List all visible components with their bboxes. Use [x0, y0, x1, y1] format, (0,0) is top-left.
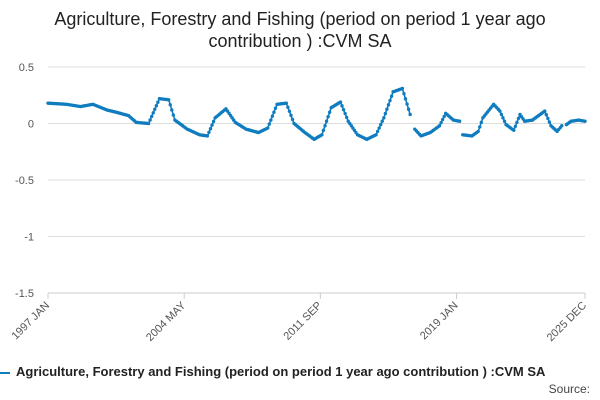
data-point	[149, 114, 154, 119]
data-point	[382, 116, 386, 120]
data-point	[499, 112, 504, 117]
data-point	[457, 119, 462, 123]
data-point	[386, 103, 391, 107]
data-point	[377, 126, 381, 130]
grid-layer	[48, 66, 585, 294]
data-point	[374, 133, 378, 137]
data-point	[146, 121, 151, 126]
x-tick-label: 2025 DEC	[545, 300, 589, 344]
data-point	[266, 126, 270, 130]
data-point	[439, 120, 443, 125]
data-point	[270, 114, 275, 118]
data-point	[210, 123, 214, 127]
data-point	[272, 110, 276, 114]
data-point	[502, 119, 507, 123]
data-point	[512, 128, 516, 132]
legend-swatch	[0, 371, 10, 374]
data-point	[289, 113, 293, 118]
data-point	[171, 113, 176, 117]
chart-title: Agriculture, Forestry and Fishing (perio…	[54, 9, 546, 51]
data-point	[344, 115, 349, 120]
data-point	[515, 120, 519, 125]
data-point	[408, 112, 412, 117]
data-point	[375, 129, 380, 134]
data-point	[383, 111, 388, 116]
source-label: Source:	[548, 382, 590, 396]
data-point	[400, 86, 405, 91]
data-point	[170, 108, 174, 112]
data-point	[320, 133, 324, 137]
y-axis: 0.5 0 -0.5 -1 -1.5	[15, 62, 34, 300]
data-point	[583, 119, 587, 123]
data-point	[321, 128, 326, 132]
data-point	[205, 134, 210, 138]
x-axis: 1997 JAN 2004 MAY 2011 SEP 2019 JAN 2025 DEC	[9, 292, 589, 344]
data-point	[513, 124, 518, 129]
x-tick-label: 2019 JAN	[418, 300, 461, 343]
data-point	[273, 106, 278, 110]
data-point	[501, 116, 505, 120]
data-point	[211, 119, 216, 124]
data-point	[440, 117, 445, 122]
data-point	[379, 122, 383, 127]
data-point	[340, 104, 344, 108]
legend: Agriculture, Forestry and Fishing (perio…	[0, 364, 600, 382]
data-point	[290, 117, 295, 122]
data-point	[267, 122, 271, 126]
data-point	[148, 118, 152, 122]
data-point	[341, 108, 346, 112]
data-point	[208, 127, 213, 131]
data-point	[154, 104, 159, 108]
data-point	[476, 129, 480, 134]
data-point	[327, 110, 332, 114]
data-point	[544, 113, 549, 117]
data-point	[168, 103, 172, 107]
y-tick-label: -0.5	[15, 175, 34, 187]
data-point	[402, 91, 406, 96]
data-point	[343, 111, 347, 116]
data-point	[269, 118, 273, 122]
series-layer	[46, 86, 587, 142]
data-point	[167, 98, 171, 102]
data-point	[479, 120, 484, 125]
data-point	[405, 102, 409, 106]
y-tick-label: -1.5	[15, 288, 34, 300]
data-point	[406, 107, 411, 111]
data-point	[516, 116, 521, 121]
y-tick-label: -1	[24, 232, 34, 244]
data-point	[380, 119, 384, 123]
data-point	[388, 98, 392, 103]
data-point	[286, 105, 290, 109]
data-point	[478, 125, 482, 129]
data-point	[403, 97, 408, 101]
data-point	[287, 109, 292, 114]
data-point	[338, 100, 343, 104]
data-point	[546, 116, 550, 121]
series-line	[414, 112, 460, 137]
x-tick-label: 1997 JAN	[9, 300, 52, 343]
x-tick-label: 2004 MAY	[144, 299, 189, 344]
y-tick-label: 0.5	[19, 62, 34, 74]
data-point	[442, 114, 446, 119]
data-point	[153, 107, 157, 111]
data-point	[284, 101, 289, 105]
data-point	[498, 109, 502, 113]
data-point	[547, 120, 552, 124]
data-point	[560, 124, 564, 128]
data-point	[156, 100, 160, 104]
y-tick-label: 0	[28, 119, 34, 131]
data-point	[543, 109, 547, 113]
data-point	[151, 111, 155, 115]
data-point	[389, 94, 394, 98]
legend-label: Agriculture, Forestry and Fishing (perio…	[16, 364, 546, 379]
data-point	[324, 119, 329, 123]
data-point	[437, 124, 442, 128]
data-point	[326, 115, 330, 119]
data-point	[207, 130, 211, 135]
data-point	[323, 124, 327, 128]
x-tick-label: 2011 SEP	[282, 300, 325, 343]
data-point	[385, 107, 389, 111]
